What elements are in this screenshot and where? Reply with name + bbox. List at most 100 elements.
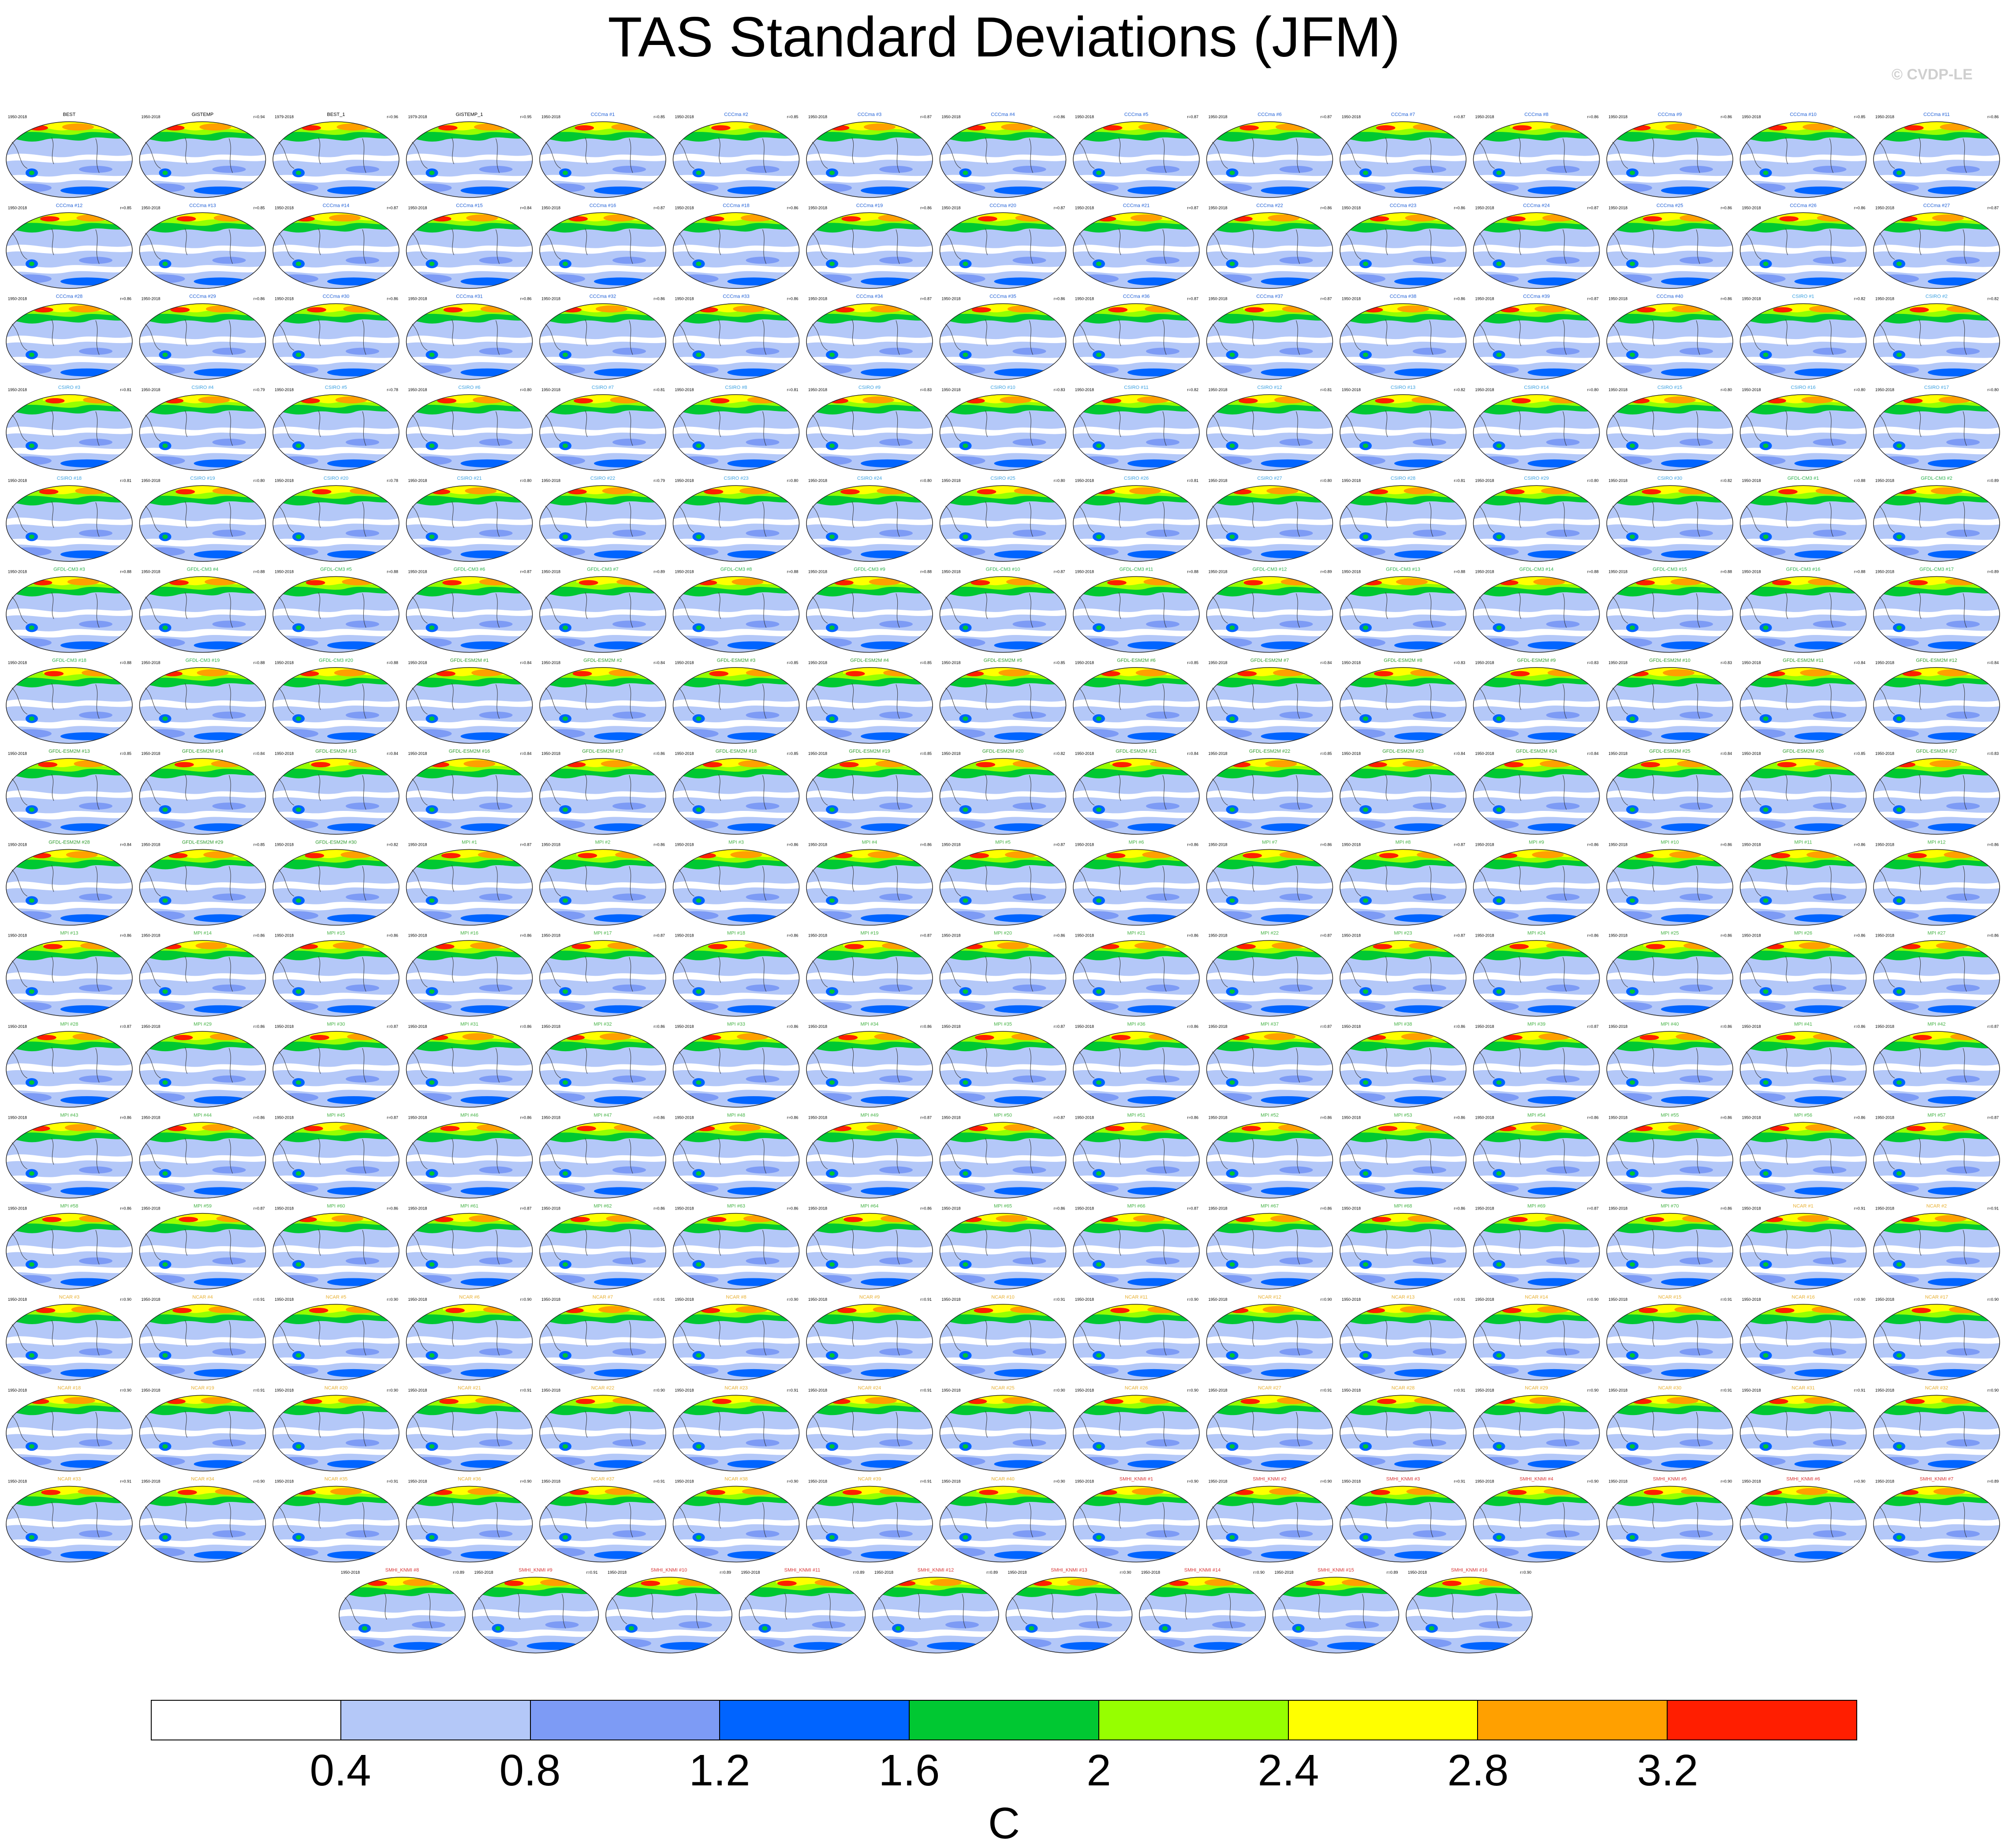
map-panel: 1950-2018 CSIRO #18 r=0.81	[6, 476, 133, 562]
panel-map	[272, 1395, 399, 1471]
panel-title: CCCma #15	[456, 203, 483, 208]
panel-correlation: r=0.90	[1721, 1479, 1732, 1484]
map-panel: 1950-2018 SMHI_KNMI #8 r=0.89	[339, 1568, 466, 1654]
panel-title: GFDL-ESM2M #17	[582, 749, 623, 754]
map-panel: 1950-2018 NCAR #29 r=0.90	[1473, 1385, 1600, 1471]
panel-correlation: r=0.87	[1187, 1206, 1198, 1211]
panel-years: 1950-2018	[1075, 1206, 1094, 1211]
panel-years: 1950-2018	[142, 388, 160, 392]
panel-map	[806, 940, 933, 1017]
panel-years: 1950-2018	[675, 842, 694, 847]
panel-years: 1950-2018	[942, 661, 961, 665]
panel-correlation: r=0.87	[1321, 1024, 1332, 1029]
panel-title: GFDL-ESM2M #29	[182, 840, 224, 845]
panel-title: MPI #51	[1127, 1113, 1146, 1118]
panel-title: MPI #22	[1261, 931, 1279, 936]
map-panel: 1950-2018 MPI #69 r=0.87	[1473, 1204, 1600, 1290]
panel-map	[139, 1395, 266, 1471]
panel-map	[406, 1395, 533, 1471]
panel-map	[1206, 940, 1333, 1017]
panel-years: 1950-2018	[8, 205, 27, 210]
panel-title: MPI #42	[1928, 1022, 1946, 1027]
panel-years: 1950-2018	[8, 1206, 27, 1211]
panel-correlation: r=0.86	[1454, 297, 1465, 301]
map-panel: 1950-2018 GFDL-CM3 #9 r=0.88	[806, 567, 933, 653]
panel-title: CSIRO #4	[191, 385, 213, 390]
map-panel: 1950-2018 NCAR #26 r=0.90	[1073, 1385, 1200, 1471]
panel-years: 1950-2018	[1475, 842, 1494, 847]
panel-years: 1950-2018	[808, 1388, 827, 1393]
panel-map	[1206, 1395, 1333, 1471]
panel-correlation: r=0.80	[520, 478, 532, 483]
panel-correlation: r=0.86	[1721, 297, 1732, 301]
panel-correlation: r=0.86	[920, 1206, 932, 1211]
panel-title: CSIRO #28	[1391, 476, 1415, 481]
panel-map	[672, 758, 800, 835]
panel-correlation: r=0.86	[1054, 115, 1065, 119]
panel-map	[1206, 1213, 1333, 1290]
panel-title: CSIRO #8	[725, 385, 747, 390]
map-panel: 1950-2018 MPI #64 r=0.86	[806, 1204, 933, 1290]
panel-years: 1950-2018	[675, 115, 694, 119]
panel-years: 1950-2018	[675, 297, 694, 301]
map-panel: 1950-2018 GFDL-CM3 #10 r=0.87	[939, 567, 1067, 653]
panel-map	[1073, 940, 1200, 1017]
panel-title: BEST_1	[327, 112, 345, 117]
panel-years: 1950-2018	[942, 1206, 961, 1211]
map-panel: 1950-2018 CCCma #25 r=0.86	[1606, 203, 1733, 289]
panel-title: CCCma #7	[1391, 112, 1415, 117]
panel-map	[939, 758, 1067, 835]
panel-map	[1739, 1304, 1867, 1381]
panel-correlation: r=0.86	[1987, 842, 1999, 847]
panel-correlation: r=0.87	[1187, 297, 1198, 301]
map-panel: 1950-2018 MPI #31 r=0.86	[406, 1022, 533, 1108]
colorbar	[151, 1700, 1857, 1740]
panel-title: CSIRO #22	[590, 476, 615, 481]
panel-title: NCAR #20	[325, 1385, 348, 1391]
panel-years: 1950-2018	[1742, 1479, 1761, 1484]
panel-years: 1950-2018	[1209, 751, 1228, 756]
panel-title: CSIRO #6	[458, 385, 480, 390]
panel-map	[406, 1031, 533, 1108]
panel-title: GFDL-ESM2M #24	[1516, 749, 1557, 754]
panel-map	[6, 1304, 133, 1381]
map-panel: 1950-2018 CSIRO #13 r=0.82	[1340, 385, 1467, 471]
panel-title: CCCma #29	[189, 294, 216, 299]
panel-title: GFDL-CM3 #11	[1120, 567, 1153, 572]
panel-correlation: r=0.84	[1321, 661, 1332, 665]
panel-map	[1873, 121, 2000, 198]
panel-title: GISTEMP	[192, 112, 214, 117]
panel-correlation: r=0.86	[120, 1206, 131, 1211]
panel-correlation: r=0.89	[653, 570, 665, 574]
panel-correlation: r=0.90	[1321, 1479, 1332, 1484]
map-panel: 1950-2018 NCAR #31 r=0.91	[1739, 1385, 1867, 1471]
panel-map	[1606, 1122, 1733, 1199]
panel-map	[1473, 576, 1600, 653]
panel-correlation: r=0.86	[1321, 842, 1332, 847]
panel-correlation: r=0.86	[787, 205, 799, 210]
panel-years: 1950-2018	[675, 661, 694, 665]
colorbar-box-6	[1288, 1701, 1478, 1740]
panel-years: 1950-2018	[808, 933, 827, 938]
panel-years: 1950-2018	[541, 1297, 560, 1302]
panel-correlation: r=0.86	[1454, 205, 1465, 210]
map-panel: 1950-2018 MPI #60 r=0.86	[272, 1204, 399, 1290]
panel-years: 1950-2018	[741, 1570, 760, 1575]
panel-correlation: r=0.87	[1987, 205, 1999, 210]
panel-correlation: r=0.87	[1454, 933, 1465, 938]
panel-title: NCAR #23	[724, 1385, 748, 1391]
panel-title: CCCma #40	[1657, 294, 1683, 299]
panel-correlation: r=0.83	[920, 388, 932, 392]
map-panel: 1950-2018 NCAR #8 r=0.90	[672, 1295, 800, 1381]
panel-title: MPI #3	[728, 840, 744, 845]
panel-title: NCAR #14	[1525, 1295, 1548, 1300]
map-panel: 1950-2018 MPI #7 r=0.86	[1206, 840, 1333, 926]
panel-years: 1950-2018	[275, 205, 294, 210]
panel-years: 1950-2018	[808, 1206, 827, 1211]
map-panel: 1950-2018 GFDL-ESM2M #28 r=0.84	[6, 840, 133, 926]
panel-map	[806, 212, 933, 289]
panel-map	[1873, 576, 2000, 653]
map-panel: 1950-2018 MPI #53 r=0.86	[1340, 1113, 1467, 1199]
map-panel: 1950-2018 MPI #6 r=0.86	[1073, 840, 1200, 926]
panel-map	[1340, 121, 1467, 198]
